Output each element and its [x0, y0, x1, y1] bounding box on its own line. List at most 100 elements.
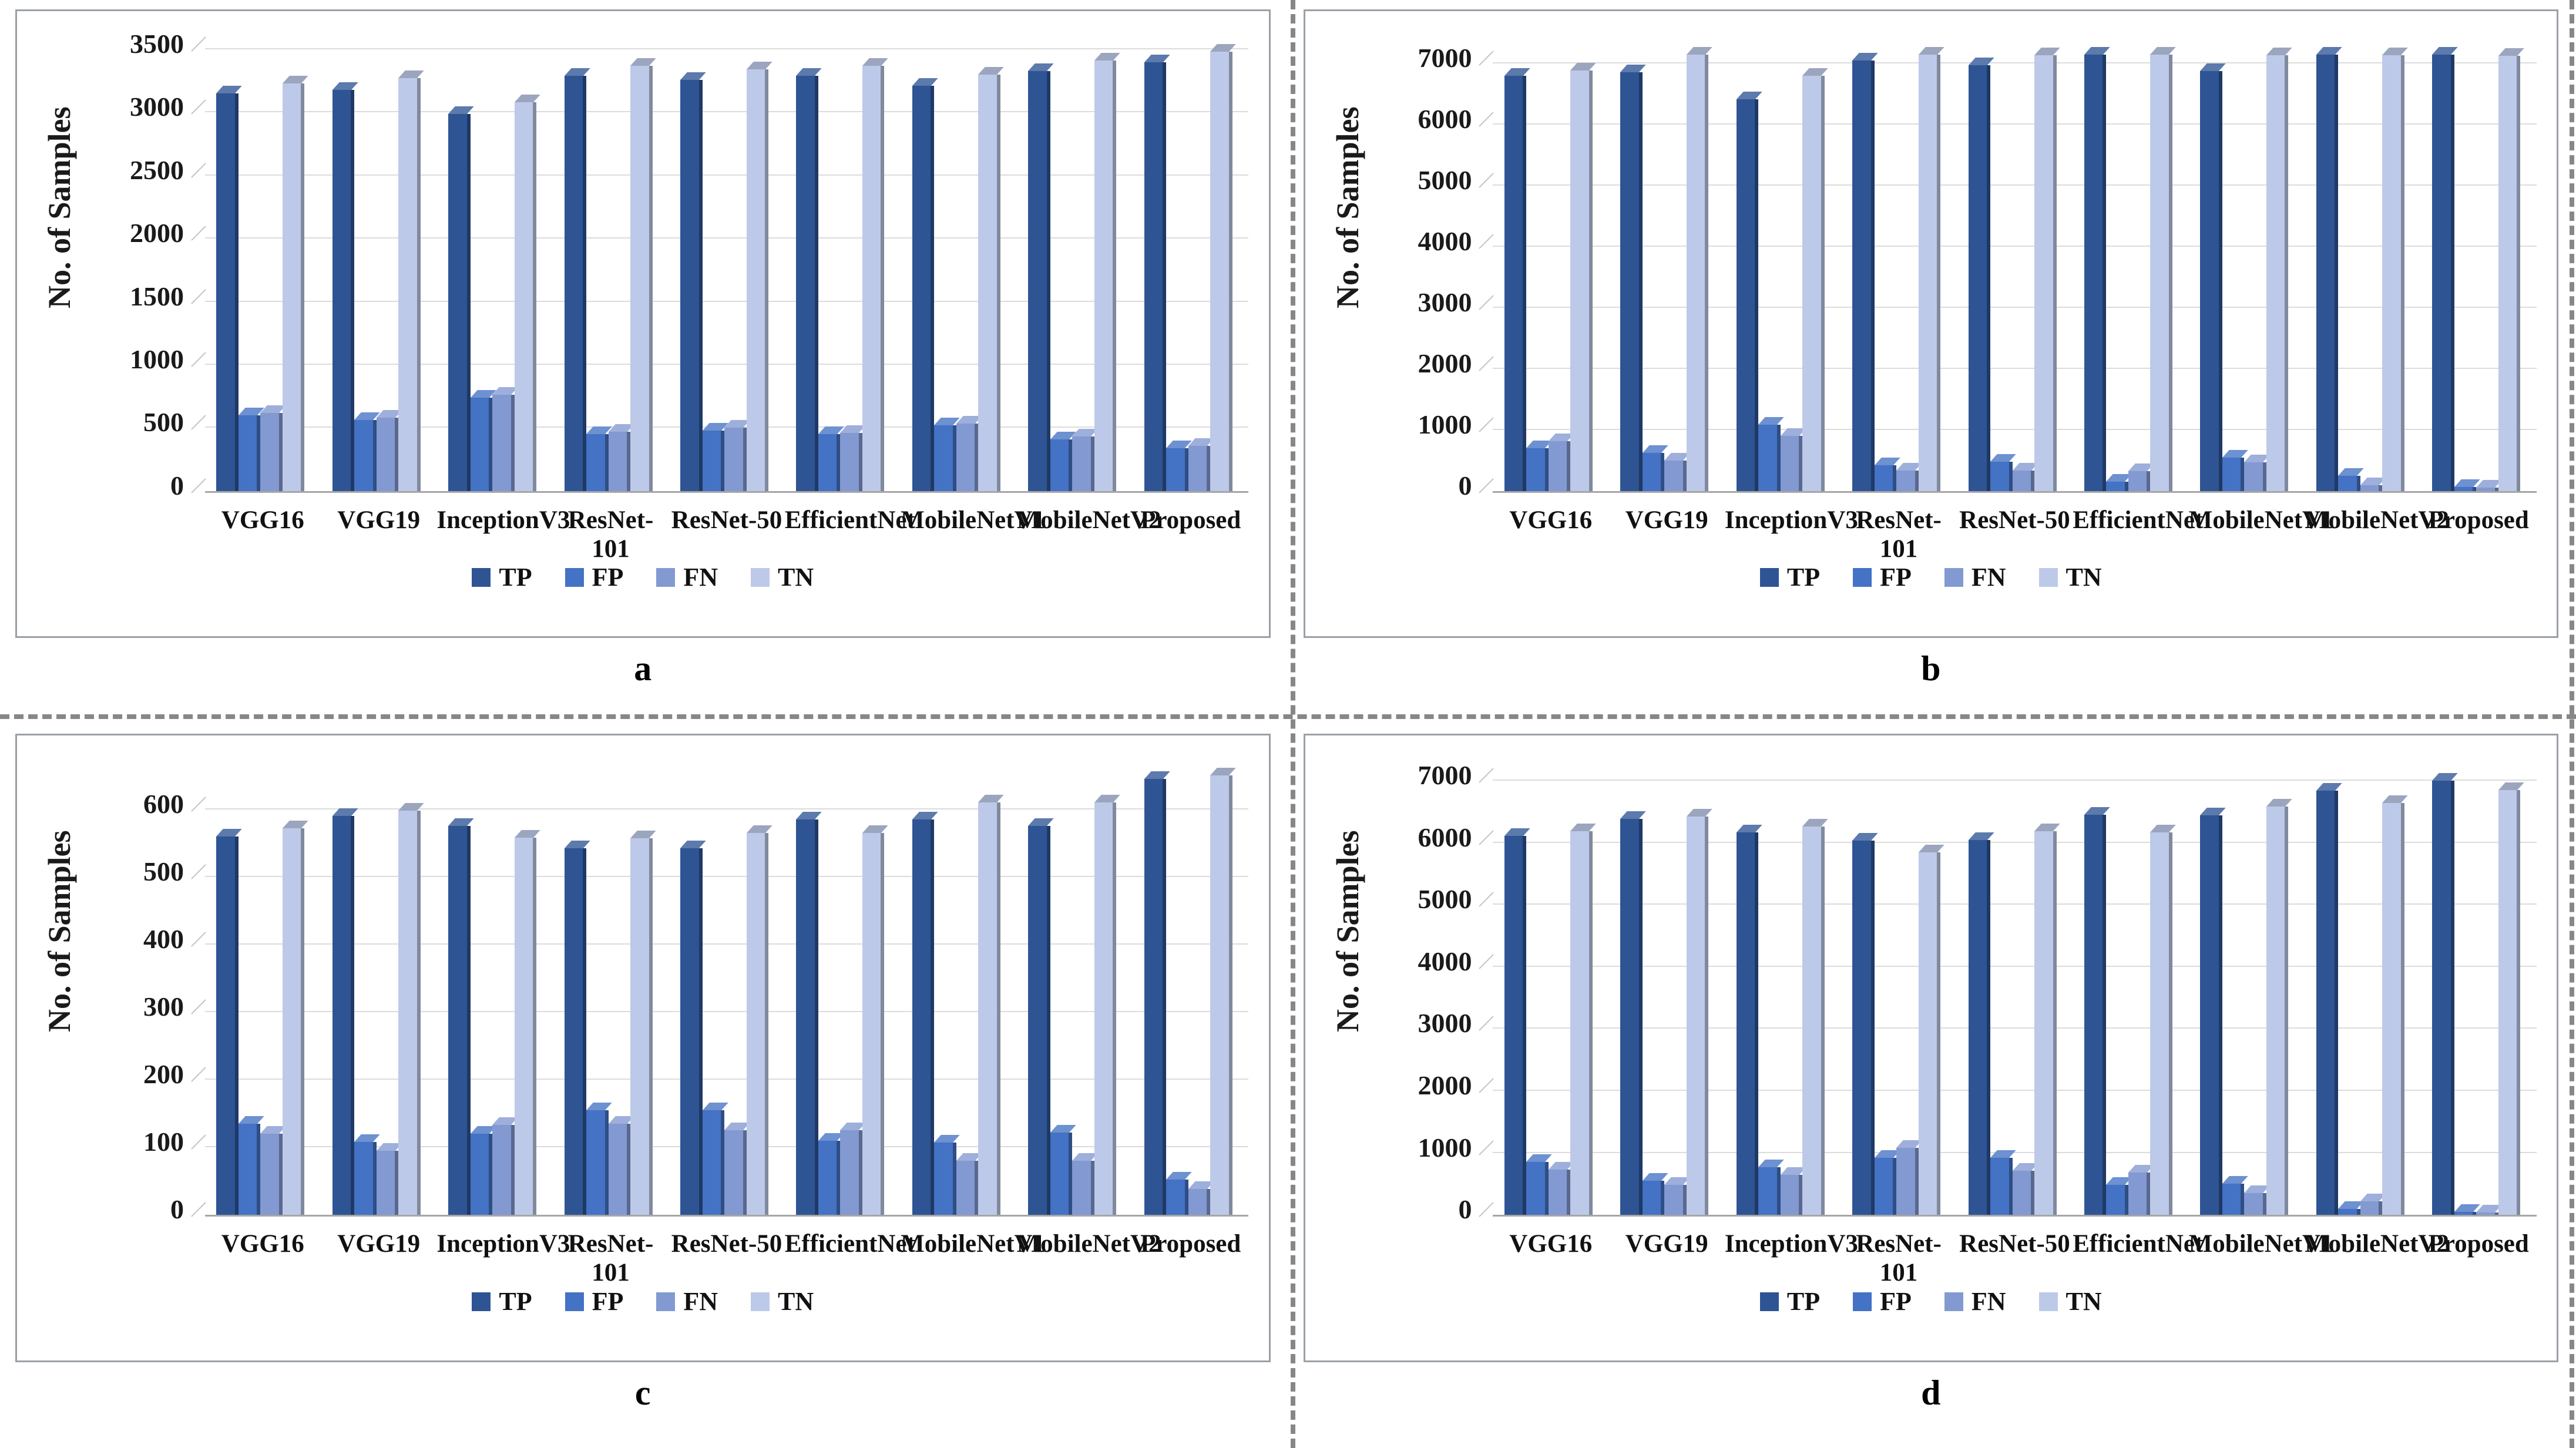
- y-tick-label: 1000: [1418, 409, 1472, 439]
- x-category-label-ResNet-50: ResNet-50: [1959, 1230, 2070, 1258]
- bar-FN-Proposed: [1188, 1181, 1214, 1215]
- x-category-label-Proposed: Proposed: [2428, 506, 2529, 534]
- plot-area: 0 1000 2000 3000 4000 5000 6000 7000: [1418, 761, 2537, 1223]
- bar-TP-Proposed: [2432, 772, 2458, 1215]
- panel-a: No. of Samples 0 500 1000 1500 2000 2500 3000 3…: [0, 0, 1288, 724]
- bar-TN-ResNet-50: [746, 62, 773, 491]
- bar-TN-MobileNetV2: [2382, 795, 2408, 1215]
- axis-tick-connector: [1479, 417, 1494, 432]
- bar-top-face: [796, 68, 822, 76]
- bar-FP-ResNet-101: [586, 426, 612, 491]
- bar-top-face: [1028, 818, 1054, 827]
- bar-top-face: [680, 841, 706, 849]
- y-tick-label: 4000: [1418, 946, 1472, 976]
- bar-TP-ResNet-101: [1852, 833, 1878, 1215]
- bar-FN-VGG19: [1664, 1177, 1690, 1215]
- y-tick-label: 300: [143, 991, 184, 1022]
- bar-top-face: [1918, 845, 1944, 853]
- bar-top-face: [2316, 46, 2342, 55]
- bar-FP-VGG19: [1642, 1173, 1668, 1215]
- y-tick-label: 6000: [1418, 822, 1472, 852]
- bar-FP-ResNet-50: [702, 1102, 728, 1215]
- bar-FN-ResNet-101: [1896, 1140, 1922, 1215]
- x-category-label-ResNet-101: ResNet-101: [1856, 506, 1942, 563]
- bar-top-face: [1736, 824, 1762, 832]
- bar-FN-ResNet-101: [608, 1116, 634, 1215]
- bar-FP-VGG16: [1526, 1154, 1552, 1215]
- bar-TN-VGG19: [398, 802, 424, 1215]
- axis-tick-connector: [190, 796, 206, 812]
- bar-top-face: [1686, 46, 1712, 55]
- bar-top-face: [1968, 57, 1994, 65]
- bar-top-face: [1210, 44, 1236, 52]
- bar-TN-InceptionV3: [1802, 68, 1828, 491]
- bar-FN-ResNet-101: [1896, 463, 1922, 491]
- legend-label-TP: TP: [1786, 563, 1821, 592]
- y-tick-label: 2000: [1418, 348, 1472, 378]
- bar-TP-Proposed: [1144, 54, 1170, 491]
- bar-TN-EfficientNet: [862, 825, 888, 1215]
- bar-top-face: [1050, 1124, 1076, 1133]
- bar-TP-EfficientNet: [796, 68, 822, 491]
- bar-TP-Proposed: [2432, 46, 2458, 491]
- legend-item-TP: TP: [472, 1288, 532, 1315]
- y-tick-label: 2000: [130, 218, 184, 248]
- legend-label-FP: FP: [592, 563, 624, 592]
- legend-label-TN: TN: [778, 1286, 814, 1316]
- legend-item-TN: TN: [2038, 565, 2102, 590]
- bar-top-face: [1758, 1159, 1784, 1167]
- x-category-label-VGG19: VGG19: [1625, 506, 1708, 534]
- x-category-label-MobileNetV2: MobileNetV2: [1016, 506, 1161, 534]
- bar-TN-VGG19: [1686, 46, 1712, 491]
- panel-letter-a: a: [634, 649, 652, 688]
- legend-marker-TP: [472, 568, 491, 587]
- x-category-label-VGG16: VGG16: [221, 1230, 304, 1258]
- bar-top-face: [934, 1135, 960, 1143]
- bar-top-face: [2266, 799, 2292, 807]
- bar-TN-Proposed: [2498, 48, 2524, 491]
- x-category-label-InceptionV3: InceptionV3: [1724, 506, 1858, 534]
- bar-top-face: [332, 808, 358, 817]
- bar-top-face: [514, 95, 540, 103]
- bar-FP-VGG16: [1526, 440, 1552, 491]
- bar-TP-InceptionV3: [448, 106, 474, 491]
- bar-top-face: [514, 829, 540, 838]
- y-tick-label: 3000: [130, 92, 184, 122]
- y-tick-label: 5000: [1418, 165, 1472, 196]
- x-category-label-MobileNetV2: MobileNetV2: [2305, 1230, 2450, 1258]
- bar-TN-MobileNetV2: [1094, 53, 1120, 491]
- bar-top-face: [216, 86, 242, 94]
- bar-top-face: [354, 1134, 380, 1142]
- x-category-label-MobileNetV1: MobileNetV1: [901, 1230, 1046, 1258]
- bar-TN-Proposed: [2498, 782, 2524, 1215]
- axis-tick-connector: [1479, 1140, 1494, 1155]
- bar-top-face: [978, 795, 1004, 803]
- bar-top-face: [238, 1116, 264, 1124]
- gridline-2000: [204, 237, 1249, 239]
- y-tick-label: 5000: [1418, 884, 1472, 915]
- bar-top-face: [2454, 479, 2480, 488]
- x-category-label-EfficientNet: EfficientNet: [784, 506, 915, 534]
- bar-top-face: [2382, 795, 2408, 803]
- bar-top-face: [702, 1102, 728, 1110]
- x-category-label-EfficientNet: EfficientNet: [2073, 1230, 2204, 1258]
- y-tick-label: 7000: [1418, 43, 1472, 73]
- x-category-label-ResNet-50: ResNet-50: [1959, 506, 2070, 534]
- bar-top-face: [1990, 453, 2016, 462]
- bar-TP-InceptionV3: [448, 818, 474, 1215]
- legend-item-FP: FP: [1853, 1288, 1912, 1315]
- bar-top-face: [1526, 1154, 1552, 1163]
- bar-top-face: [564, 68, 590, 76]
- bar-top-face: [978, 67, 1004, 75]
- axis-tick-connector: [190, 288, 206, 304]
- legend-marker-FN: [1944, 568, 1963, 587]
- legend-marker-FP: [565, 568, 584, 587]
- x-category-label-ResNet-101: ResNet-101: [567, 1230, 654, 1287]
- gridline-400: [204, 943, 1249, 945]
- axis-tick-connector: [190, 36, 206, 52]
- bar-FP-MobileNetV1: [2222, 449, 2248, 491]
- y-tick-label: 600: [143, 788, 184, 819]
- bar-FN-MobileNetV2: [2360, 478, 2386, 491]
- gridline-3500: [204, 48, 1249, 50]
